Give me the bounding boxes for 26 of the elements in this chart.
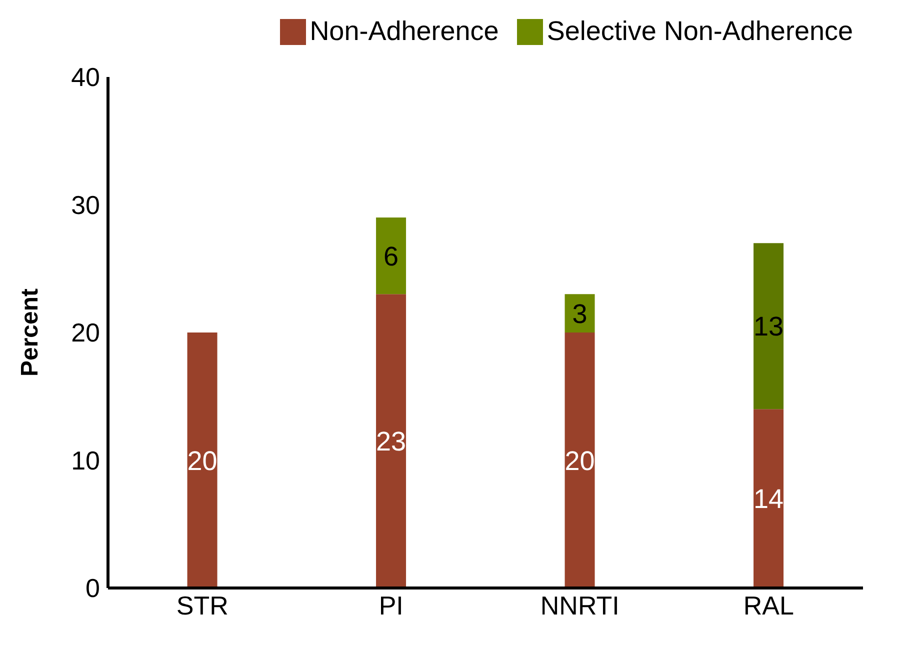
data-label: 20 bbox=[564, 446, 595, 476]
data-label: 20 bbox=[187, 446, 218, 476]
bar bbox=[187, 332, 218, 588]
data-label: 23 bbox=[376, 426, 406, 457]
x-tick-label: RAL bbox=[743, 590, 794, 620]
bar bbox=[376, 294, 406, 588]
data-label: 3 bbox=[572, 298, 588, 329]
x-tick-label: PI bbox=[378, 590, 404, 620]
y-axis-title: Percent bbox=[16, 288, 44, 377]
bar bbox=[376, 218, 406, 294]
bar bbox=[564, 294, 595, 332]
legend-label: Non-Adherence bbox=[308, 16, 499, 47]
y-tick-label: 20 bbox=[71, 318, 100, 348]
bar bbox=[564, 332, 595, 588]
data-label: 14 bbox=[754, 484, 784, 514]
data-label: 13 bbox=[754, 312, 784, 342]
data-label: 6 bbox=[384, 241, 399, 272]
y-tick-label: 40 bbox=[71, 62, 100, 92]
y-tick-label: 30 bbox=[71, 190, 100, 220]
legend-label: Selective Non-Adherence bbox=[546, 16, 853, 47]
x-tick-label: STR bbox=[176, 590, 228, 620]
y-tick-label: 0 bbox=[86, 573, 100, 604]
bar bbox=[754, 409, 784, 588]
y-tick-label: 10 bbox=[71, 445, 100, 476]
x-tick-label: NNRTI bbox=[540, 590, 620, 620]
bar bbox=[754, 243, 784, 410]
